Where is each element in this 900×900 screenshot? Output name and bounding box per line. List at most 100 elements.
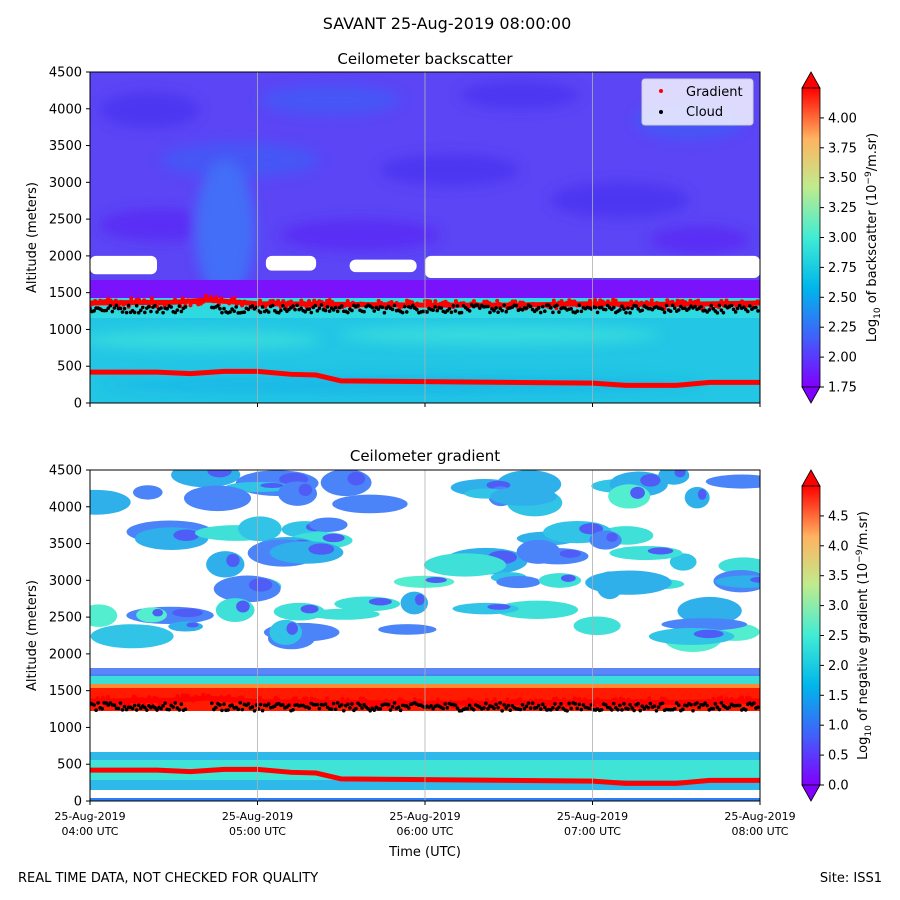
- gradient-point: [201, 692, 206, 697]
- xtick-label-date: 25-Aug-2019: [557, 810, 628, 823]
- missing-data-region: [265, 255, 317, 271]
- cloud-point: [634, 304, 638, 308]
- cloud-point: [392, 303, 397, 308]
- gradient-point: [234, 301, 239, 306]
- cloud-point: [577, 702, 582, 707]
- cloud-point: [246, 702, 251, 706]
- gradient-point: [216, 697, 221, 702]
- gradient-patch: [496, 600, 579, 619]
- gradient-patch-edge: [172, 608, 203, 618]
- cloud-point: [122, 306, 127, 311]
- cloud-point: [603, 703, 608, 707]
- cloud-point: [670, 303, 675, 308]
- ytick-label: 3000: [49, 176, 82, 191]
- backscatter-colorbar-extend-max: [801, 71, 821, 89]
- gradient-patch-edge: [674, 470, 686, 478]
- cloud-point: [341, 708, 346, 713]
- cloud-point: [270, 303, 275, 308]
- cloud-point: [411, 303, 415, 308]
- gradient-point: [188, 303, 193, 308]
- cloud-point: [333, 305, 338, 310]
- cloud-point: [660, 307, 665, 311]
- cloud-point: [143, 310, 147, 315]
- gradient-point: [739, 299, 744, 304]
- cloud-point: [281, 703, 285, 707]
- cloud-point: [378, 707, 383, 711]
- xtick-label-time: 08:00 UTC: [731, 825, 788, 838]
- gradient-point: [118, 299, 123, 304]
- gradient-patch: [238, 516, 282, 542]
- cloud-point: [222, 306, 226, 311]
- cloud-point: [737, 303, 742, 308]
- gradient-point: [430, 700, 435, 705]
- gradient-point: [572, 299, 577, 304]
- cloud-point: [242, 310, 247, 315]
- gradient-point: [100, 695, 105, 700]
- cloud-point: [435, 308, 439, 313]
- cloud-point: [134, 708, 139, 712]
- colorbar-tick-label: 3.50: [828, 171, 857, 186]
- gradient-point: [402, 699, 407, 704]
- gradient-patch: [132, 485, 163, 500]
- gradient-patch: [608, 484, 651, 509]
- colorbar-tick-label: 2.50: [828, 291, 857, 306]
- cloud-point: [748, 304, 752, 308]
- cloud-point: [222, 702, 226, 707]
- cloud-point: [132, 310, 137, 315]
- gradient-point: [175, 694, 180, 699]
- gradient-point: [639, 300, 644, 305]
- gradient-patch-edge: [173, 529, 200, 541]
- gradient-point: [559, 299, 564, 304]
- cloud-point: [618, 308, 622, 312]
- ytick-label: 1000: [49, 721, 82, 736]
- gradient-point: [706, 301, 711, 306]
- gradient-point: [276, 697, 281, 702]
- gradient-point: [348, 303, 353, 308]
- gradient-point: [314, 698, 319, 703]
- gradient-series-line: [90, 368, 760, 388]
- cloud-point: [455, 304, 460, 308]
- cloud-point: [498, 306, 502, 311]
- gradient-point: [665, 298, 670, 303]
- cloud-point: [252, 709, 257, 713]
- cloud-point: [327, 309, 332, 314]
- cloud-point: [331, 701, 336, 706]
- gradient-point: [562, 697, 567, 702]
- gradient-patch: [661, 618, 748, 631]
- gradient-point: [657, 302, 662, 307]
- cloud-point: [169, 305, 174, 309]
- gradient-patch: [269, 619, 303, 645]
- cloud-point: [173, 701, 178, 705]
- gradient-point: [124, 301, 129, 306]
- colorbar-tick-label: 1.0: [828, 719, 849, 734]
- gradient-point: [147, 695, 152, 700]
- gradient-patch-edge: [640, 474, 661, 487]
- gradient-patch: [90, 624, 174, 649]
- gradient-patch-edge: [647, 547, 674, 555]
- gradient-point: [755, 702, 760, 707]
- gradient-patch: [90, 489, 131, 515]
- cloud-point: [167, 707, 171, 712]
- cloud-point: [709, 303, 714, 308]
- gradient-point: [240, 303, 245, 308]
- gradient-patch-edge: [322, 533, 345, 543]
- cloud-point: [577, 303, 582, 307]
- legend-box: [641, 78, 754, 126]
- gradient-patch: [538, 573, 582, 588]
- gradient-patch-edge: [260, 482, 284, 488]
- cloud-point: [398, 708, 403, 713]
- gradient-point: [621, 697, 626, 702]
- cloud-point: [459, 310, 464, 315]
- cloud-point: [656, 705, 661, 710]
- cloud-point: [579, 309, 584, 314]
- cloud-point: [593, 305, 598, 310]
- cloud-point: [496, 310, 500, 315]
- gradient-point: [144, 698, 149, 703]
- cloud-point: [402, 304, 407, 309]
- cloud-point: [618, 703, 622, 708]
- gradient-patch: [516, 539, 561, 564]
- gradient-point: [678, 699, 683, 704]
- gradient-point: [242, 698, 247, 703]
- cloud-point: [390, 704, 395, 709]
- cloud-point: [126, 303, 131, 308]
